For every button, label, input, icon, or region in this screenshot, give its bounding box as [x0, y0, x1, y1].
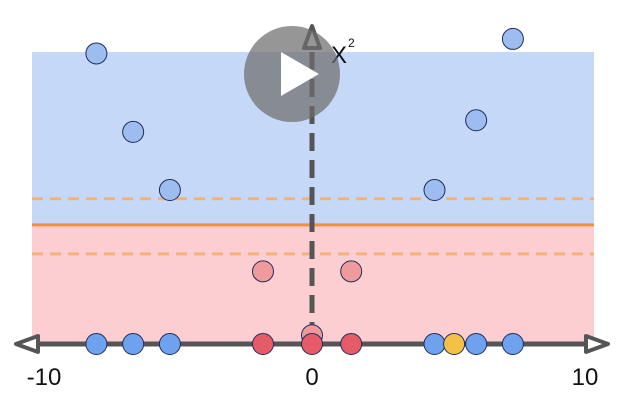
lifted-light-blue-point [423, 179, 446, 202]
lifted-light-blue-point [501, 27, 524, 50]
axis-blue-point [122, 333, 145, 355]
x-axis-right-arrowhead [584, 334, 610, 354]
lifted-light-blue-point [158, 179, 181, 202]
lifted-light-red-point [340, 260, 363, 283]
x-axis-left-arrowhead [14, 334, 40, 354]
x-axis-min-label: -10 [27, 364, 62, 391]
axis-blue-point [158, 333, 181, 355]
axis-blue-point [501, 333, 524, 355]
axis-blue-point [423, 333, 446, 355]
x-axis-zero-label: 0 [305, 364, 318, 391]
lifted-light-red-point [252, 260, 274, 283]
x-axis-max-label: 10 [572, 364, 599, 391]
axis-red-point [301, 333, 323, 355]
play-icon [281, 52, 319, 96]
axis-red-point [340, 333, 363, 355]
lifted-light-blue-point [85, 42, 108, 65]
y-axis-label-superscript: 2 [348, 36, 355, 50]
points-layer [85, 27, 524, 355]
axis-red-point [252, 333, 274, 355]
lifted-light-blue-point [465, 109, 488, 132]
axis-blue-point [85, 333, 108, 355]
axis-yellow-point [443, 333, 466, 355]
lifted-light-blue-point [122, 120, 145, 143]
axis-blue-point [465, 333, 488, 355]
play-button[interactable] [244, 26, 340, 122]
